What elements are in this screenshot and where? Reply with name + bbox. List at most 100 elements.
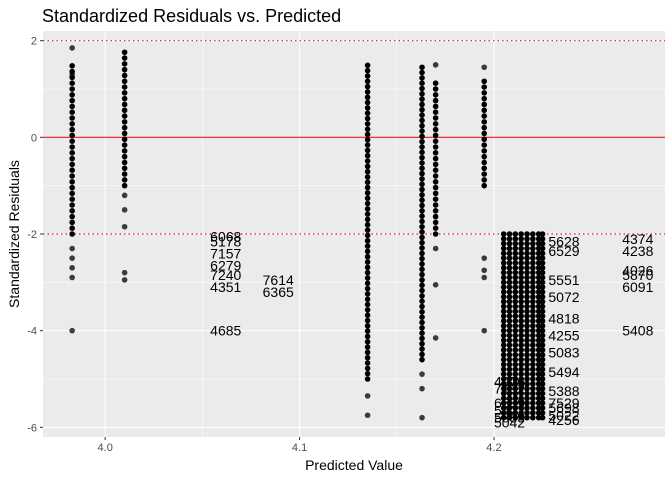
data-point <box>512 294 519 300</box>
observation-label: 5408 <box>622 323 653 339</box>
data-point <box>419 239 425 246</box>
data-point <box>432 132 439 139</box>
y-tick-label: -4 <box>27 326 37 338</box>
data-point <box>530 308 536 315</box>
data-point <box>512 352 519 358</box>
data-point <box>530 318 536 324</box>
data-point <box>364 328 371 334</box>
data-point <box>500 318 507 324</box>
data-point <box>364 269 371 276</box>
data-point <box>506 381 513 387</box>
data-point <box>506 284 513 290</box>
data-point <box>481 267 488 274</box>
data-point <box>506 265 513 271</box>
data-point <box>530 260 536 266</box>
data-point <box>530 289 536 295</box>
data-point <box>530 410 536 416</box>
data-point <box>539 366 546 373</box>
data-point <box>539 410 546 416</box>
data-point <box>69 173 75 179</box>
data-point <box>364 307 371 313</box>
data-point <box>518 410 524 416</box>
data-point <box>535 236 542 242</box>
data-point <box>524 400 530 406</box>
data-point <box>419 414 425 421</box>
data-point <box>419 149 425 156</box>
observation-label: 5889 <box>494 410 525 426</box>
x-tick-label: 4.2 <box>486 442 501 454</box>
data-point <box>506 400 513 406</box>
data-point <box>506 240 513 247</box>
data-point <box>524 405 530 411</box>
data-point <box>535 381 542 387</box>
data-point <box>419 319 425 326</box>
data-point <box>481 64 488 71</box>
data-point <box>432 121 439 127</box>
data-point <box>121 61 128 67</box>
data-point <box>535 240 542 247</box>
data-point <box>535 298 542 305</box>
data-point <box>432 335 439 341</box>
data-point <box>530 294 536 300</box>
data-point <box>512 371 519 377</box>
data-point <box>364 344 371 350</box>
data-point <box>539 294 546 300</box>
y-tick-label: -6 <box>27 422 37 434</box>
data-point <box>481 78 488 85</box>
data-point <box>432 173 439 179</box>
data-point <box>419 271 425 278</box>
data-point <box>364 317 371 324</box>
observation-label: 5551 <box>548 272 579 288</box>
data-point <box>419 128 425 134</box>
data-point <box>364 184 371 191</box>
data-point <box>539 284 546 290</box>
data-point <box>530 361 536 368</box>
observation-label: 5083 <box>548 344 579 360</box>
data-point <box>69 231 75 237</box>
data-point <box>432 97 439 104</box>
data-point <box>535 347 542 353</box>
data-point <box>518 366 524 373</box>
data-point <box>69 202 75 208</box>
data-point <box>535 400 542 406</box>
data-point <box>500 381 507 387</box>
data-point <box>535 318 542 324</box>
data-point <box>512 303 519 310</box>
data-point <box>530 274 536 281</box>
observation-label: 5072 <box>548 289 579 305</box>
data-point <box>506 410 513 416</box>
data-point <box>518 284 524 290</box>
data-point <box>432 92 439 98</box>
data-point <box>524 260 530 266</box>
data-point <box>530 231 536 237</box>
data-point <box>535 303 542 310</box>
data-point <box>364 195 371 202</box>
data-point <box>524 361 530 368</box>
data-point <box>530 303 536 310</box>
data-point <box>512 274 519 281</box>
data-point <box>512 269 519 276</box>
data-point <box>419 287 425 294</box>
data-point <box>432 115 439 121</box>
data-point <box>432 103 439 110</box>
data-point <box>69 138 75 144</box>
data-point <box>524 356 530 363</box>
data-point <box>524 342 530 348</box>
data-point <box>419 144 425 150</box>
data-point <box>530 352 536 358</box>
data-point <box>69 115 75 121</box>
data-point <box>506 250 513 257</box>
data-point <box>121 55 128 61</box>
data-point <box>524 298 530 305</box>
data-point <box>432 231 439 237</box>
data-point <box>518 347 524 353</box>
data-point <box>364 259 371 265</box>
data-point <box>530 347 536 353</box>
data-point <box>121 182 128 189</box>
data-point <box>432 196 439 202</box>
data-point <box>506 294 513 300</box>
data-point <box>539 390 546 397</box>
data-point <box>530 400 536 406</box>
data-point <box>364 62 371 69</box>
data-point <box>69 265 75 271</box>
